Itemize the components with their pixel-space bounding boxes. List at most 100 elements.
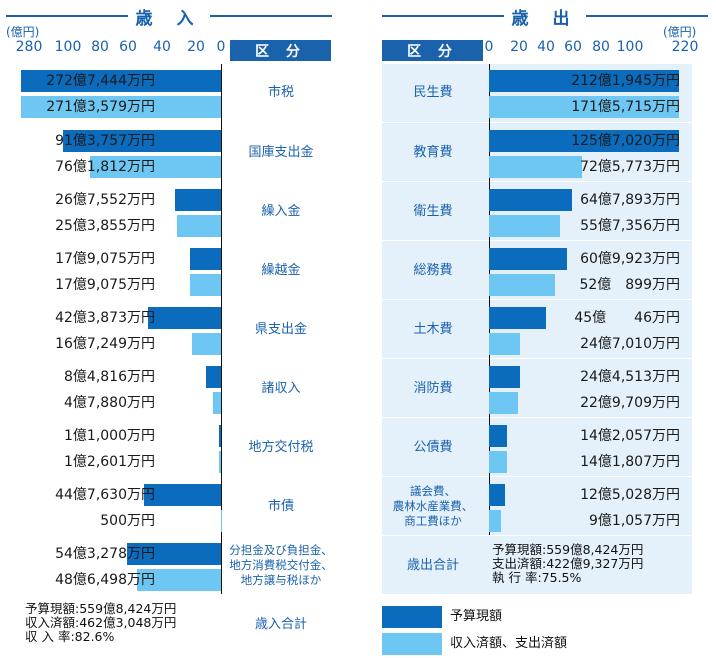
revenue-actual-bar <box>212 392 221 414</box>
expenditure-budget-bar <box>489 70 679 92</box>
expenditure-actual-label: 52億 899万円 <box>579 277 680 293</box>
revenue-summary-actual: 収入済額:462億3,048万円 <box>25 615 177 630</box>
expenditure-summary-actual: 支出済額:422億9,327万円 <box>492 556 644 571</box>
expenditure-budget-label: 14億2,057万円 <box>580 428 680 444</box>
expenditure-actual-label: 72億5,773万円 <box>580 159 680 175</box>
expenditure-budget-bar <box>489 366 521 388</box>
expenditure-actual-label: 24億7,010万円 <box>580 336 680 352</box>
revenue-actual-bar <box>192 333 221 355</box>
expenditure-budget-label: 64億7,893万円 <box>580 192 680 208</box>
expenditure-zero-axis <box>489 64 490 535</box>
revenue-budget-bar <box>127 543 221 565</box>
legend-actual-swatch <box>382 633 442 655</box>
expenditure-category-label: 民生費 <box>413 84 453 100</box>
revenue-category-label: 繰越金 <box>261 262 301 278</box>
revenue-actual-label: 17億9,075万円 <box>55 277 155 293</box>
axis-tick-label: 20 <box>510 39 528 55</box>
axis-tick-label: 20 <box>187 39 205 55</box>
expenditure-title: 歳 出 <box>511 8 579 29</box>
revenue-budget-bar <box>143 484 221 506</box>
expenditure-actual-bar <box>489 392 519 414</box>
axis-tick-label: 80 <box>592 39 610 55</box>
axis-tick-label: 280 <box>15 39 43 55</box>
revenue-category-label: 国庫支出金 <box>248 144 314 160</box>
revenue-budget-label: 91億3,757万円 <box>55 133 155 149</box>
row-divider <box>382 181 692 182</box>
expenditure-budget-bar <box>489 130 679 152</box>
expenditure-budget-bar <box>489 425 508 447</box>
revenue-actual-label: 25億3,855万円 <box>55 218 155 234</box>
revenue-summary-rate: 収 入 率:82.6% <box>25 629 115 644</box>
title-line-right <box>586 15 709 17</box>
expenditure-budget-label: 212億1,945万円 <box>571 73 680 89</box>
revenue-budget-label: 54億3,278万円 <box>55 546 155 562</box>
row-divider <box>382 299 692 300</box>
row-divider <box>22 240 332 241</box>
expenditure-budget-label: 24億4,513万円 <box>580 369 680 385</box>
revenue-budget-label: 1億1,000万円 <box>64 428 155 444</box>
row-divider <box>22 181 332 182</box>
axis-tick-label: 100 <box>54 39 82 55</box>
expenditure-actual-bar <box>489 96 679 118</box>
row-divider <box>382 122 692 123</box>
revenue-actual-label: 16億7,249万円 <box>55 336 155 352</box>
revenue-unit-label: (億円) <box>6 25 40 39</box>
expenditure-category-label: 消防費 <box>413 380 453 396</box>
expenditure-budget-bar <box>489 484 505 506</box>
axis-tick-label: 40 <box>153 39 171 55</box>
expenditure-budget-bar <box>489 248 567 270</box>
revenue-category-label: 市債 <box>267 498 294 514</box>
axis-tick-label: 60 <box>564 39 582 55</box>
revenue-actual-label: 1億2,601万円 <box>64 454 155 470</box>
revenue-budget-label: 272億7,444万円 <box>46 73 155 89</box>
row-divider <box>22 122 332 123</box>
row-divider <box>22 358 332 359</box>
row-divider <box>22 476 332 477</box>
axis-tick-label: 0 <box>216 39 226 55</box>
revenue-budget-label: 8億4,816万円 <box>64 369 155 385</box>
row-divider <box>382 358 692 359</box>
revenue-budget-label: 44億7,630万円 <box>55 487 155 503</box>
expenditure-summary-budget: 予算現額:559億8,424万円 <box>492 542 644 557</box>
expenditure-category-label: 衛生費 <box>413 203 453 219</box>
expenditure-actual-label: 171億5,715万円 <box>571 99 680 115</box>
title-line-right <box>210 15 333 17</box>
legend-actual-label: 収入済額、支出済額 <box>450 636 568 651</box>
expenditure-budget-label: 125億7,020万円 <box>571 133 680 149</box>
revenue-actual-label: 500万円 <box>100 513 155 529</box>
revenue-budget-bar <box>219 425 221 447</box>
axis-tick-label: 220 <box>671 39 699 55</box>
revenue-zero-axis <box>221 64 222 594</box>
revenue-title: 歳 入 <box>135 8 203 29</box>
revenue-actual-bar <box>177 215 221 237</box>
revenue-category-label: 県支出金 <box>254 321 307 337</box>
revenue-actual-bar <box>21 96 221 118</box>
revenue-budget-bar <box>206 366 221 388</box>
revenue-actual-label: 271億3,579万円 <box>46 99 155 115</box>
axis-tick-label: 80 <box>91 39 109 55</box>
expenditure-actual-bar <box>489 215 561 237</box>
row-divider <box>382 535 692 536</box>
title-line-left <box>382 15 504 17</box>
revenue-title-bar: 歳 入 <box>6 4 333 29</box>
expenditure-category-label: 土木費 <box>413 321 453 337</box>
revenue-actual-bar <box>190 274 221 296</box>
expenditure-total-label: 歳出合計 <box>406 557 459 573</box>
revenue-actual-bar <box>137 569 221 591</box>
legend-budget-swatch <box>382 606 442 628</box>
revenue-category-label: 諸収入 <box>261 380 301 396</box>
expenditure-category-label: 議会費、 農林水産業費、 商工費ほか <box>392 484 474 528</box>
expenditure-panel-background <box>382 64 692 594</box>
expenditure-category-label: 教育費 <box>413 144 453 160</box>
axis-tick-label: 100 <box>616 39 644 55</box>
expenditure-title-bar: 歳 出 <box>382 4 709 29</box>
expenditure-actual-bar <box>489 451 508 473</box>
row-divider <box>382 240 692 241</box>
axis-tick-label: 40 <box>537 39 555 55</box>
revenue-category-label: 繰入金 <box>261 203 301 219</box>
expenditure-actual-bar <box>489 274 556 296</box>
revenue-budget-bar <box>174 189 221 211</box>
expenditure-category-label: 公債費 <box>413 439 453 455</box>
revenue-summary-budget: 予算現額:559億8,424万円 <box>25 601 177 616</box>
revenue-category-label: 分担金及び負担金、 地方消費税交付金、 地方譲与税ほか <box>229 543 333 587</box>
